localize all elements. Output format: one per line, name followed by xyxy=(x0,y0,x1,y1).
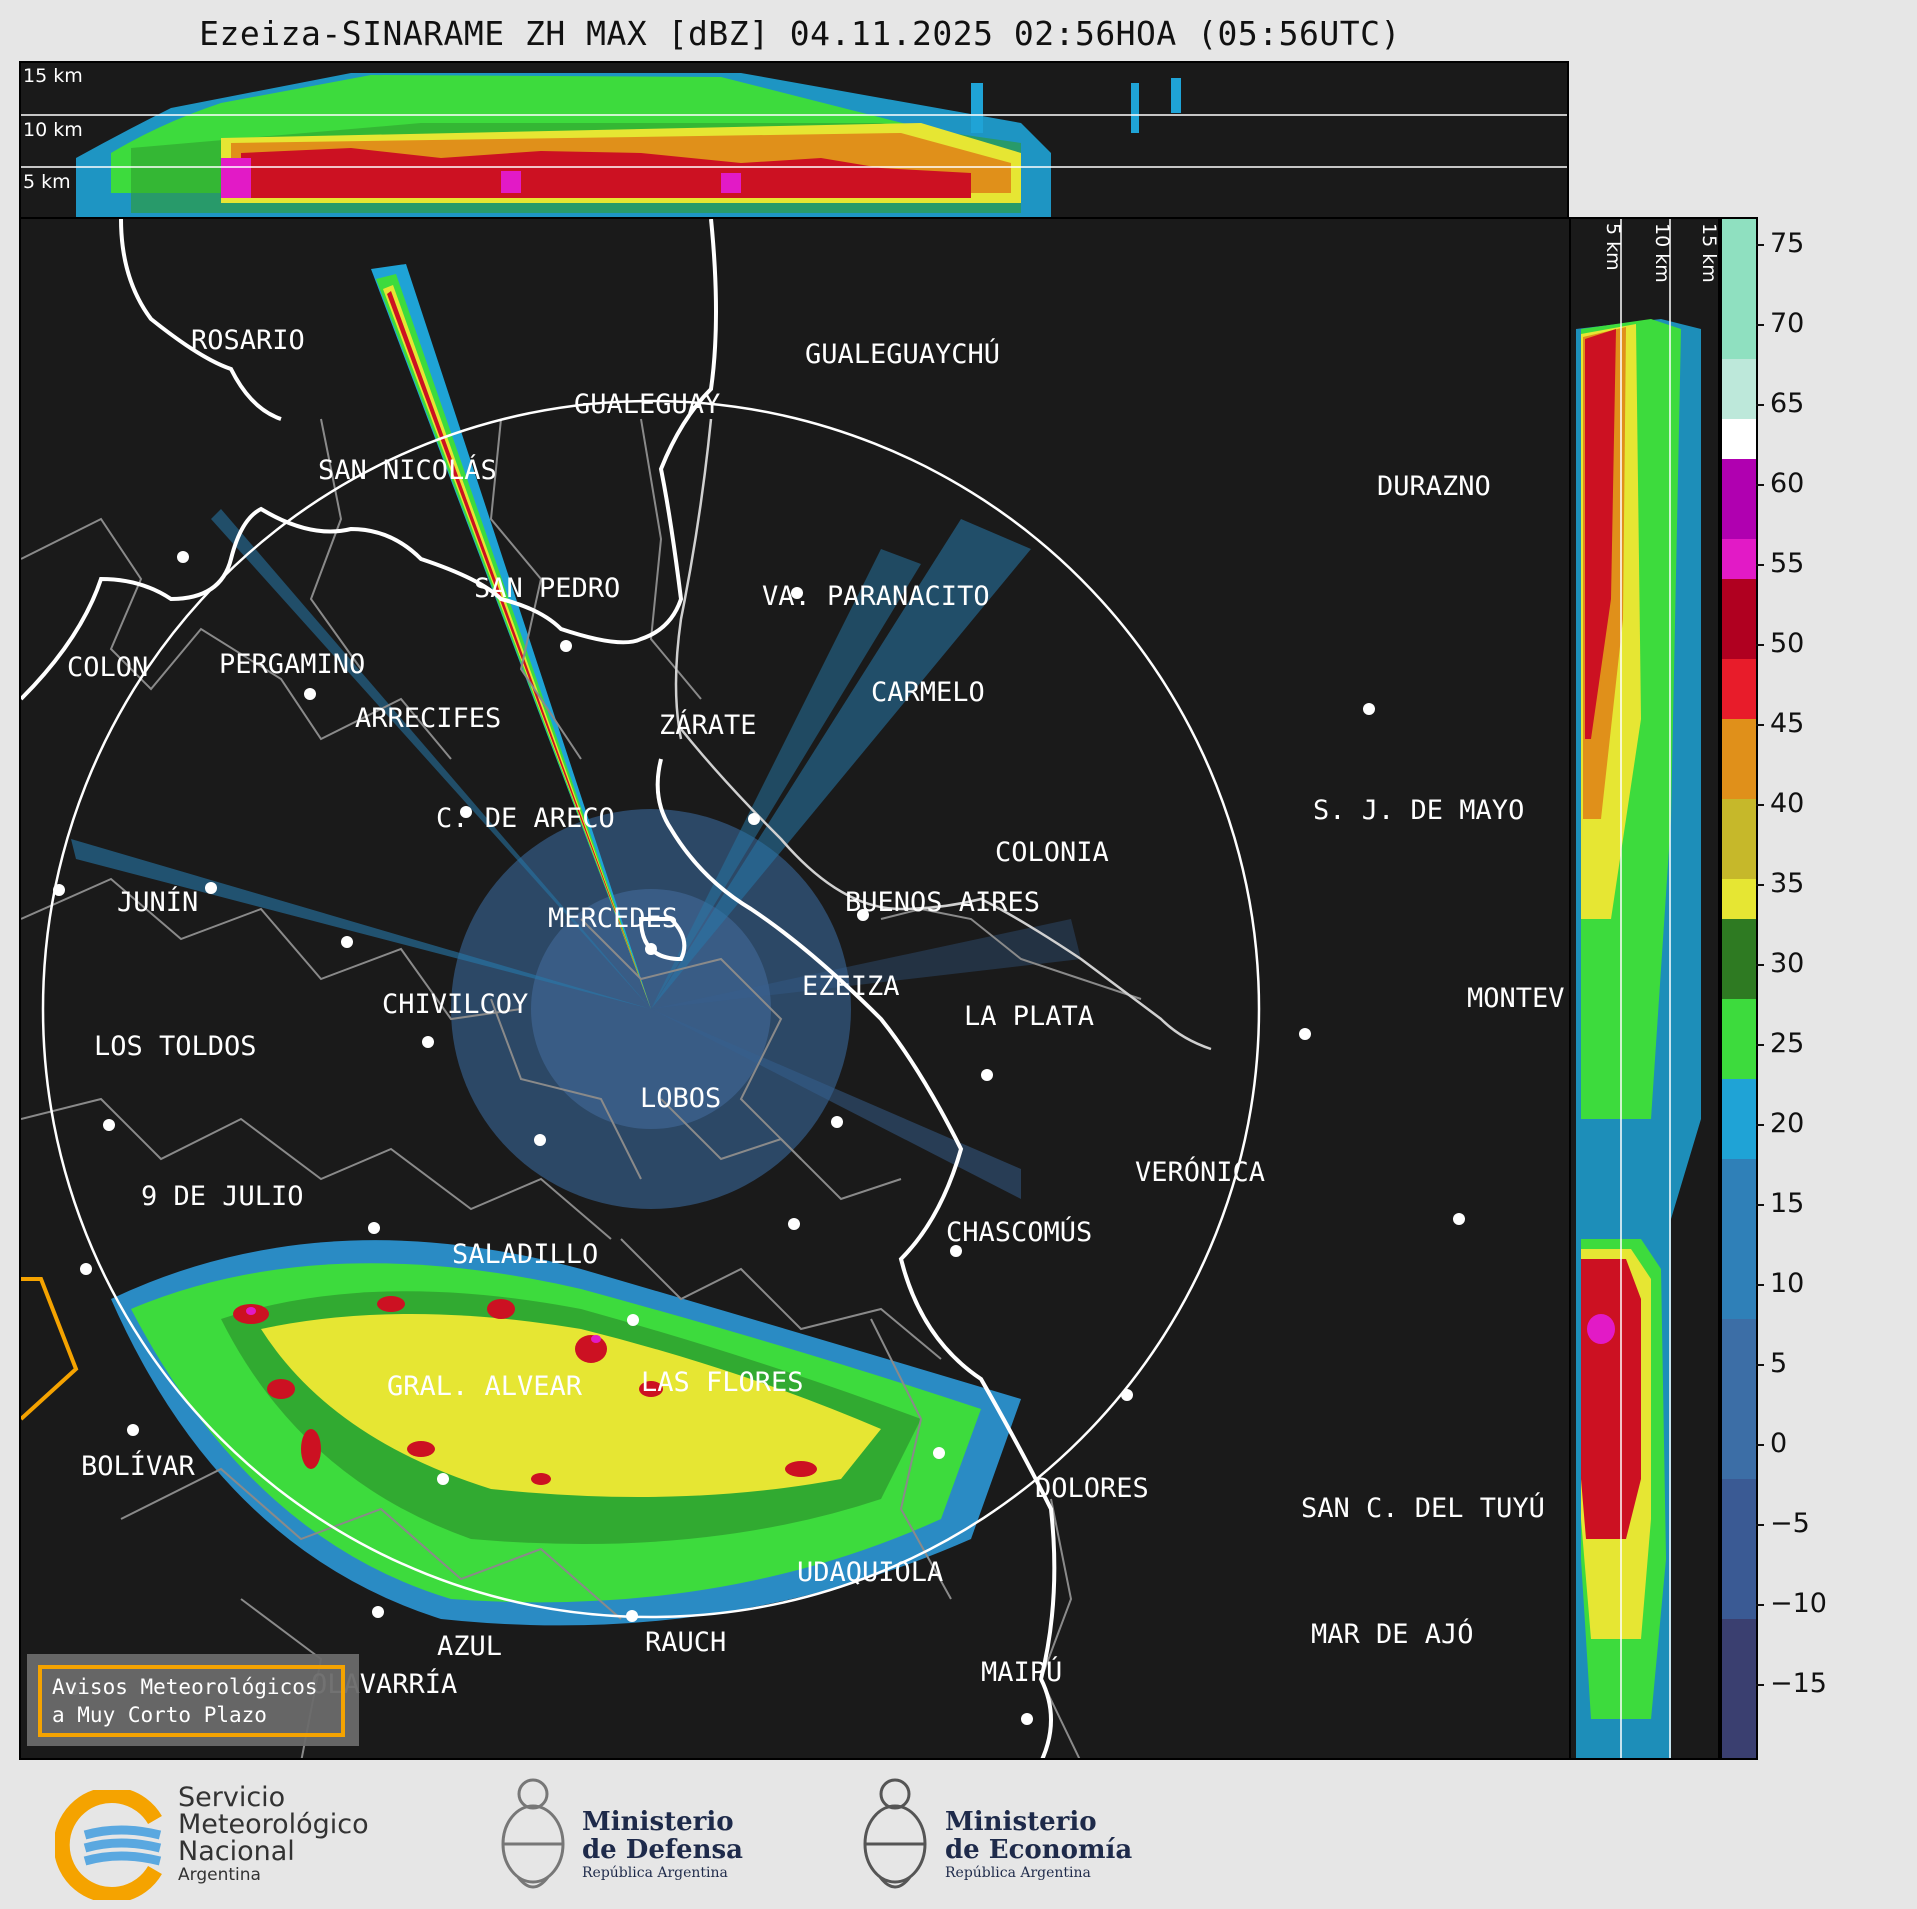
city-label-dolores: DOLORES xyxy=(1035,1473,1149,1504)
altitude-label-10km-vertical: 10 km xyxy=(1651,223,1673,283)
colorbar-tick-40: 40 xyxy=(1770,788,1805,819)
uruguay-coast xyxy=(674,418,1212,1051)
colorbar-tick-minus5: −5 xyxy=(1770,1508,1810,1539)
city-label-arrecifes: ARRECIFES xyxy=(355,703,502,734)
city-label-rauch: RAUCH xyxy=(645,1627,727,1658)
colorbar-tick-0: 0 xyxy=(1770,1428,1788,1459)
city-label-bolivar: BOLÍVAR xyxy=(81,1451,195,1482)
footer: Servicio Meteorológico Nacional Argentin… xyxy=(0,1760,1917,1909)
city-label-azul: AZUL xyxy=(437,1631,503,1662)
range-ring xyxy=(41,399,1261,1619)
colorbar-tick-15: 15 xyxy=(1770,1188,1805,1219)
city-label-sj-de-mayo: S. J. DE MAYO xyxy=(1313,795,1525,826)
city-label-durazno: DURAZNO xyxy=(1377,471,1491,502)
colorbar-tick-60: 60 xyxy=(1770,468,1805,499)
city-label-va-paranacito: VA. PARANACITO xyxy=(762,581,990,612)
altitude-label-15km: 15 km xyxy=(23,65,83,87)
city-label-junin: JUNÍN xyxy=(117,887,199,918)
right-cross-section-image xyxy=(1576,219,1701,1758)
city-label-san-nicolas: SAN NICOLÁS xyxy=(318,455,497,486)
city-label-carmelo: CARMELO xyxy=(871,677,985,708)
city-label-las-flores: LAS FLORES xyxy=(641,1367,804,1398)
city-label-chascomus: CHASCOMÚS xyxy=(946,1217,1093,1248)
radar-map-panel: ROSARIO GUALEGUAYCHÚ GUALEGUAY SAN NICOL… xyxy=(19,217,1571,1760)
city-label-mar-de-ajo: MAR DE AJÓ xyxy=(1311,1619,1474,1650)
colorbar-tick-65: 65 xyxy=(1770,388,1805,419)
city-label-maipu: MAIPÚ xyxy=(981,1657,1063,1688)
radar-spike-nw xyxy=(371,264,651,1009)
city-label-mercedes: MERCEDES xyxy=(548,903,679,934)
altitude-label-5km: 5 km xyxy=(23,171,71,193)
ministerio-economia: Ministerio de Economía República Argenti… xyxy=(945,1807,1133,1881)
colorbar-tick-50: 50 xyxy=(1770,628,1805,659)
colorbar-tick-30: 30 xyxy=(1770,948,1805,979)
colorbar-tick-35: 35 xyxy=(1770,868,1805,899)
city-label-udaquiola: UDAQUIOLA xyxy=(797,1557,944,1588)
colorbar-tick-5: 5 xyxy=(1770,1348,1788,1379)
city-label-montev: MONTEV xyxy=(1467,983,1565,1014)
radar-storm-band xyxy=(111,1240,1021,1626)
top-cross-section-panel: 15 km 10 km 5 km xyxy=(19,61,1569,219)
colorbar-tick-10: 10 xyxy=(1770,1268,1805,1299)
city-label-gral-alvear: GRAL. ALVEAR xyxy=(387,1371,583,1402)
warning-legend-line2: a Muy Corto Plazo xyxy=(52,1703,267,1727)
colorbar-tick-25: 25 xyxy=(1770,1028,1805,1059)
city-label-ezeiza: EZEIZA xyxy=(802,971,900,1002)
colorbar-tick-75: 75 xyxy=(1770,228,1805,259)
city-label-colon: COLON xyxy=(67,652,149,683)
city-label-san-pedro: SAN PEDRO xyxy=(474,573,621,604)
warning-legend-background xyxy=(27,1654,359,1746)
smn-logo-icon xyxy=(55,1790,162,1900)
department-borders xyxy=(21,418,1142,1758)
country-borders xyxy=(21,219,1057,1758)
city-label-los-toldos: LOS TOLDOS xyxy=(94,1031,257,1062)
city-label-la-plata: LA PLATA xyxy=(964,1001,1095,1032)
colorbar-tick-minus15: −15 xyxy=(1770,1668,1827,1699)
city-label-gualeguay: GUALEGUAY xyxy=(574,389,721,420)
altitude-label-5km-vertical: 5 km xyxy=(1602,223,1624,271)
city-label-veronica: VERÓNICA xyxy=(1135,1157,1266,1188)
city-markers xyxy=(53,551,1465,1725)
city-label-saladillo: SALADILLO xyxy=(452,1239,599,1270)
city-label-9-de-julio: 9 DE JULIO xyxy=(141,1181,304,1212)
warning-legend: Avisos Meteorológicos a Muy Corto Plazo xyxy=(38,1665,345,1737)
altitude-label-15km-vertical: 15 km xyxy=(1698,223,1720,283)
argentina-coat-of-arms-economia xyxy=(863,1778,927,1889)
warning-legend-line1: Avisos Meteorológicos xyxy=(52,1675,318,1699)
city-label-colonia: COLONIA xyxy=(995,837,1109,868)
warning-polygon xyxy=(21,1277,79,1421)
colorbar-tick-55: 55 xyxy=(1770,548,1805,579)
radar-echoes-low xyxy=(71,509,1081,1209)
altitude-label-10km: 10 km xyxy=(23,119,83,141)
city-label-lobos: LOBOS xyxy=(640,1083,722,1114)
city-label-chivilcoy: CHIVILCOY xyxy=(382,989,529,1020)
city-label-c-de-areco: C. DE ARECO xyxy=(436,803,615,834)
colorbar-tick-20: 20 xyxy=(1770,1108,1805,1139)
city-label-gualeguaychu: GUALEGUAYCHÚ xyxy=(805,339,1001,370)
colorbar-tick-70: 70 xyxy=(1770,308,1805,339)
ministerio-defensa: Ministerio de Defensa República Argentin… xyxy=(582,1807,743,1881)
right-cross-section-panel: 5 km 10 km 15 km xyxy=(1569,217,1720,1760)
city-label-pergamino: PERGAMINO xyxy=(219,649,366,680)
reflectivity-colorbar xyxy=(1720,217,1758,1760)
colorbar-tick-45: 45 xyxy=(1770,708,1805,739)
top-cross-section-image xyxy=(21,73,1567,217)
smn-name: Servicio Meteorológico Nacional Argentin… xyxy=(178,1782,369,1885)
argentina-coat-of-arms-defensa xyxy=(501,1778,565,1889)
chart-title: Ezeiza-SINARAME ZH MAX [dBZ] 04.11.2025 … xyxy=(199,14,1401,53)
radar-map xyxy=(21,219,1465,1758)
city-label-rosario: ROSARIO xyxy=(191,325,305,356)
city-label-san-c-del-tuyu: SAN C. DEL TUYÚ xyxy=(1301,1493,1545,1524)
colorbar-tick-minus10: −10 xyxy=(1770,1588,1827,1619)
city-label-zarate: ZÁRATE xyxy=(659,710,757,741)
city-label-buenos-aires: BUENOS AIRES xyxy=(845,887,1041,918)
